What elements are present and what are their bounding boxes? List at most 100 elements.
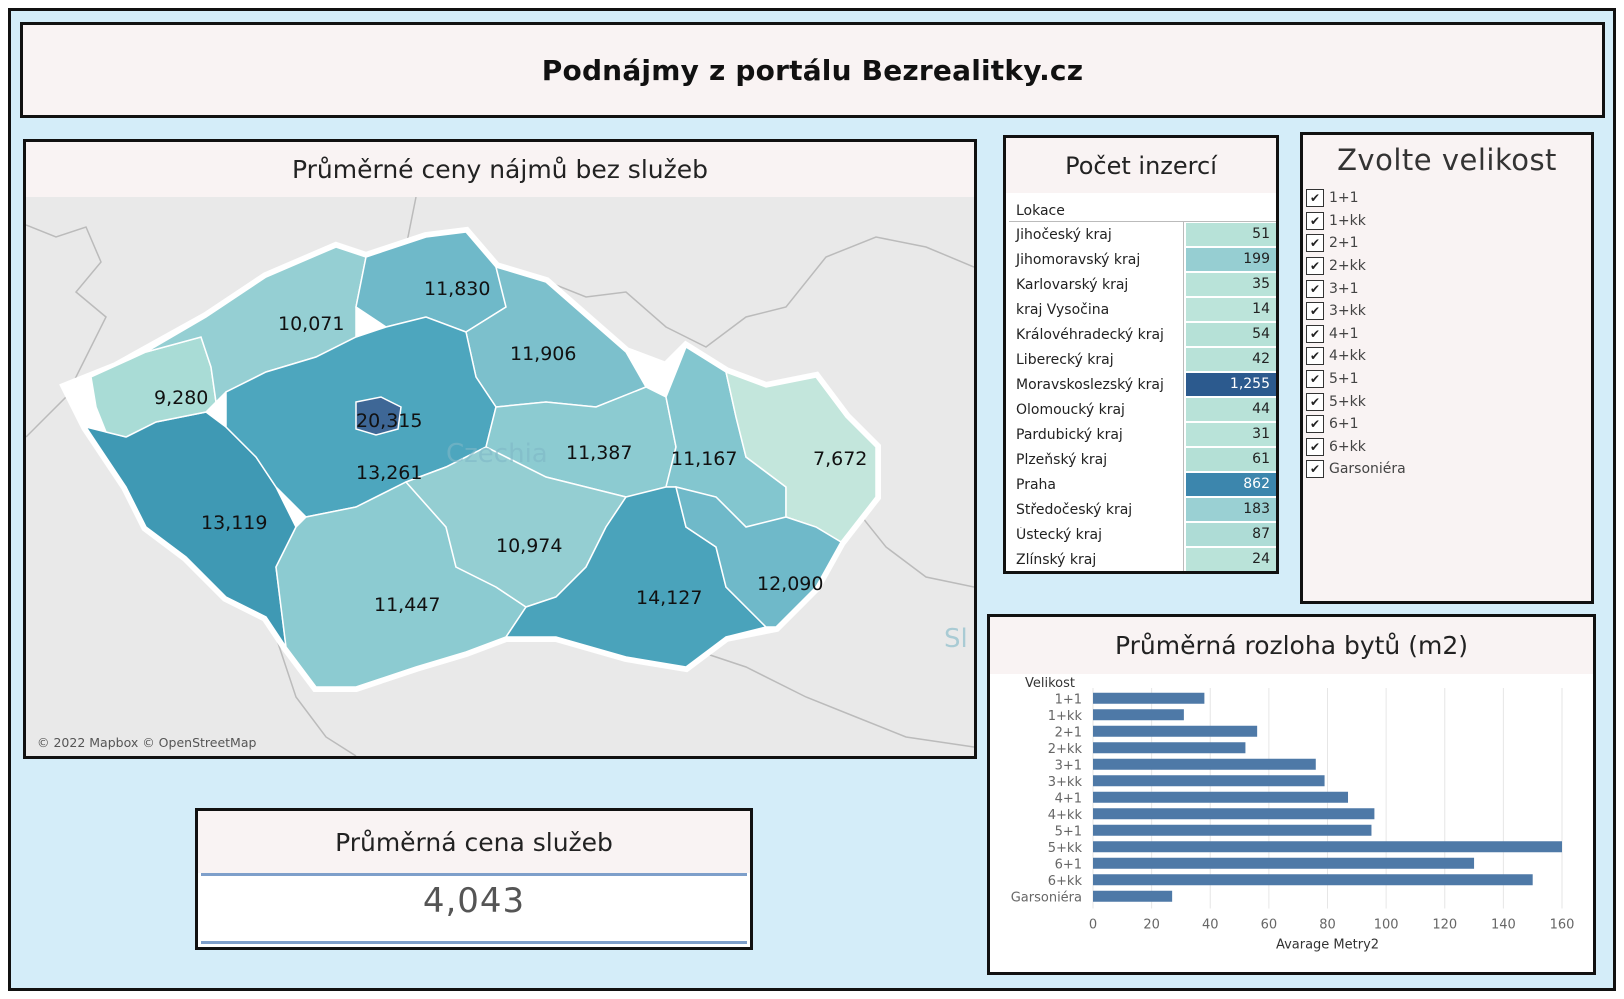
bar[interactable] [1093,742,1246,754]
bar[interactable] [1093,874,1533,886]
size-option[interactable]: ✔ 6+kk [1306,436,1406,459]
table-row[interactable]: Praha 862 [1009,472,1276,497]
row-count: 1,255 [1186,373,1276,396]
map-credit: © 2022 Mapbox © OpenStreetMap [37,735,257,750]
y-tick-label: 5+1 [1055,824,1082,839]
checkbox-checked-icon[interactable]: ✔ [1306,324,1324,343]
border-line [845,496,974,588]
y-tick-label: 3+1 [1055,758,1082,773]
bar[interactable] [1093,890,1173,902]
y-tick-label: 5+kk [1048,841,1083,856]
size-option[interactable]: ✔ 2+kk [1306,255,1406,278]
bar[interactable] [1093,841,1562,853]
row-location: Liberecký kraj [1016,351,1114,368]
bar[interactable] [1093,758,1316,770]
table-row[interactable]: kraj Vysočina 14 [1009,297,1276,322]
map-value-stredocesky: 13,261 [356,462,422,484]
x-tick-label: 20 [1143,918,1160,933]
service-price-value: 4,043 [422,881,526,921]
table-row[interactable]: Plzeňský kraj 61 [1009,447,1276,472]
size-option-label: 5+1 [1329,371,1359,388]
table-row[interactable]: Olomoucký kraj 44 [1009,397,1276,422]
count-table: Jihočeský kraj 51 Jihomoravský kraj 199 Karl… [1009,221,1276,571]
y-tick-label: 4+kk [1048,808,1083,823]
table-row[interactable]: Jihomoravský kraj 199 [1009,247,1276,272]
row-count: 87 [1186,523,1276,546]
checkbox-checked-icon[interactable]: ✔ [1306,415,1324,434]
size-option[interactable]: ✔ 1+1 [1306,187,1406,210]
row-location: Plzeňský kraj [1016,451,1108,468]
table-row[interactable]: Karlovarský kraj 35 [1009,272,1276,297]
size-option-label: 6+kk [1329,438,1366,455]
map-value-zlinsky: 12,090 [757,573,823,595]
service-price-panel: Průměrná cena služeb 4,043 [195,808,753,950]
checkbox-checked-icon[interactable]: ✔ [1306,347,1324,366]
checkbox-checked-icon[interactable]: ✔ [1306,211,1324,230]
checkbox-checked-icon[interactable]: ✔ [1306,234,1324,253]
size-option-label: 2+kk [1329,258,1366,275]
neighbor-label: Sl [944,624,968,654]
checkbox-checked-icon[interactable]: ✔ [1306,370,1324,389]
table-row[interactable]: Pardubický kraj 31 [1009,422,1276,447]
row-location: Středočeský kraj [1016,501,1133,518]
bar[interactable] [1093,824,1372,836]
count-title: Počet inzercí [1006,138,1276,193]
service-top-rule [201,873,747,876]
region-praha[interactable] [355,396,402,436]
checkbox-checked-icon[interactable]: ✔ [1306,279,1324,298]
size-option[interactable]: ✔ 4+kk [1306,345,1406,368]
region-zlinsky[interactable] [674,485,843,628]
bar-chart[interactable]: 0 20 40 60 80 100 120 140 160 Velikost Avarage Met… [990,674,1593,972]
size-option[interactable]: ✔ 5+kk [1306,390,1406,413]
table-row[interactable]: Zlínský kraj 24 [1009,547,1276,571]
bar[interactable] [1093,692,1205,704]
table-row[interactable]: Ústecký kraj 87 [1009,522,1276,547]
checkbox-checked-icon[interactable]: ✔ [1306,460,1324,479]
bar[interactable] [1093,808,1375,820]
size-option[interactable]: ✔ 3+1 [1306,277,1406,300]
bar[interactable] [1093,725,1258,737]
checkbox-checked-icon[interactable]: ✔ [1306,437,1324,456]
country-label: Czechia [446,439,548,469]
size-option[interactable]: ✔ 4+1 [1306,323,1406,346]
y-tick-label: 3+kk [1048,775,1083,790]
region-map[interactable]: Sl Czechia 9,280 10,071 11,830 11,906 [26,197,974,756]
size-option[interactable]: ✔ 2+1 [1306,232,1406,255]
checkbox-checked-icon[interactable]: ✔ [1306,257,1324,276]
table-row[interactable]: Jihočeský kraj 51 [1009,222,1276,247]
map-value-karlovarsky: 9,280 [154,387,208,409]
map-svg: Sl Czechia 9,280 10,071 11,830 11,906 [26,197,974,756]
y-tick-label: 1+kk [1048,709,1083,724]
table-row[interactable]: Liberecký kraj 42 [1009,347,1276,372]
y-tick-label: 6+kk [1048,874,1083,889]
checkbox-checked-icon[interactable]: ✔ [1306,392,1324,411]
row-count: 24 [1186,548,1276,571]
size-option[interactable]: ✔ Garsoniéra [1306,458,1406,481]
bar[interactable] [1093,857,1475,869]
table-row[interactable]: Moravskoslezský kraj 1,255 [1009,372,1276,397]
size-option[interactable]: ✔ 5+1 [1306,368,1406,391]
checkbox-checked-icon[interactable]: ✔ [1306,189,1324,208]
size-option[interactable]: ✔ 1+kk [1306,210,1406,233]
map-value-moravskoslezsky: 7,672 [813,448,867,470]
row-count: 44 [1186,398,1276,421]
checkbox-checked-icon[interactable]: ✔ [1306,302,1324,321]
map-value-jihomoravsky: 14,127 [636,587,702,609]
size-option[interactable]: ✔ 3+kk [1306,300,1406,323]
area-chart-panel: Průměrná rozloha bytů (m2) 0 20 40 60 80 100 1… [987,614,1596,975]
bar[interactable] [1093,709,1184,721]
table-row[interactable]: Královéhradecký kraj 54 [1009,322,1276,347]
bar[interactable] [1093,775,1325,787]
row-count: 14 [1186,298,1276,321]
size-option[interactable]: ✔ 6+1 [1306,413,1406,436]
size-option-label: 1+kk [1329,212,1366,229]
map-value-liberecky: 11,830 [424,278,490,300]
y-tick-label: 1+1 [1055,692,1082,707]
dashboard-title-box: Podnájmy z portálu Bezrealitky.cz [20,22,1605,118]
row-count: 51 [1186,223,1276,246]
row-location: Olomoucký kraj [1016,401,1125,418]
size-option-label: 3+kk [1329,303,1366,320]
bar[interactable] [1093,791,1349,803]
map-value-praha: 20,315 [356,410,422,432]
table-row[interactable]: Středočeský kraj 183 [1009,497,1276,522]
